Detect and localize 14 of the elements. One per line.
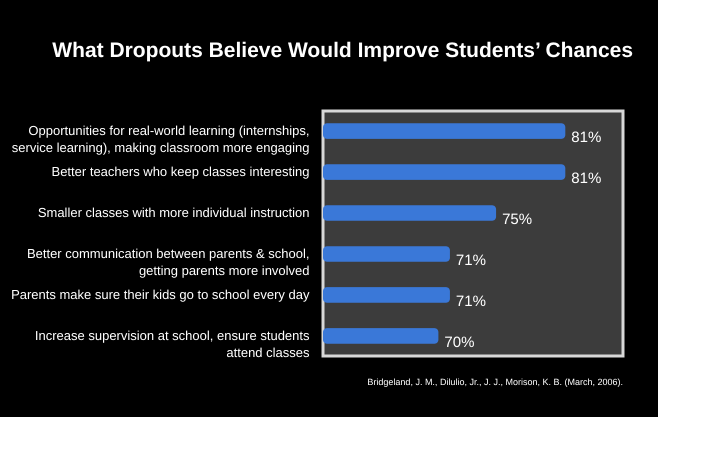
data-label: 70% — [444, 334, 474, 351]
y-tick-label: Better communication between parents & school, getting parents more involved — [26, 246, 310, 278]
data-label: 81% — [571, 129, 602, 146]
y-tick-label: Better teachers who keep classes interesting — [52, 164, 310, 180]
data-label: 71% — [456, 292, 486, 310]
y-tick-label: Smaller classes with more individual instruction — [38, 205, 310, 220]
data-label: 75% — [502, 211, 532, 228]
y-tick-label: Opportunities for real-world learning (internships, service learning), making classroom more engaging — [12, 123, 310, 156]
data-label: 71% — [456, 252, 486, 269]
chart-title: What Dropouts Believe Would Improve Students’ Chances — [52, 39, 633, 62]
data-label: 81% — [571, 170, 602, 188]
text: Bridgeland, J. M., Dilulio, Jr., J. J., Morison, K. B. (March, 2006). — [367, 377, 623, 387]
y-tick-label: Parents make sure their kids go to school every day — [11, 286, 310, 302]
y-tick-label: Increase supervision at school, ensure students attend classes — [34, 328, 310, 360]
